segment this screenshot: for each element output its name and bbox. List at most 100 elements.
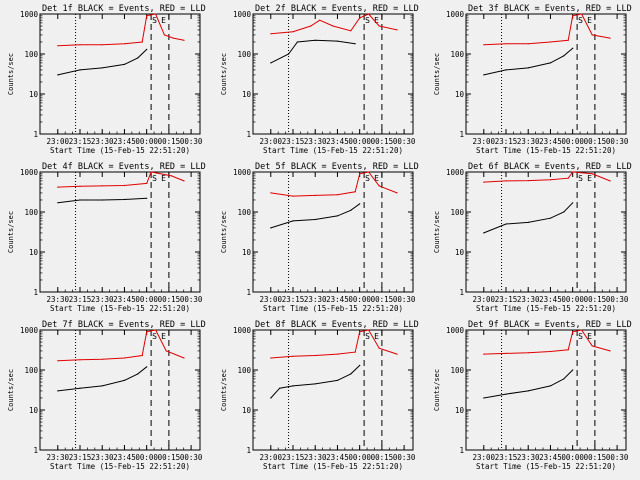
x-tick-label: 00:30 <box>393 137 416 146</box>
x-tick-label: 00:30 <box>606 453 629 462</box>
x-axis-label: Start Time (15-Feb-15 22:51:20) <box>50 146 190 155</box>
y-tick-label: 1000 <box>446 10 465 19</box>
y-tick-label: 1000 <box>20 168 39 177</box>
lld-data-point <box>292 31 294 33</box>
x-tick-label: 23:15 <box>69 295 92 304</box>
x-tick-label: 23:15 <box>495 295 518 304</box>
y-tick-label: 1000 <box>446 168 465 177</box>
plot-title: Det 4f BLACK = Events, RED = LLD <box>42 162 206 172</box>
start-marker-label: S <box>365 16 370 25</box>
y-axis-label: Counts/sec <box>433 53 441 95</box>
lld-data-point <box>483 353 485 355</box>
y-tick-label: 10 <box>242 248 252 257</box>
plot-frame <box>39 13 201 135</box>
y-tick-label: 100 <box>24 366 38 375</box>
x-tick-label: 23:45 <box>113 453 136 462</box>
plot-title: Det 8f BLACK = Events, RED = LLD <box>255 320 419 330</box>
x-tick-label: 00:15 <box>158 137 181 146</box>
events-data-point <box>549 217 552 219</box>
lld-data-point <box>378 347 380 349</box>
lld-data-point <box>567 39 569 41</box>
lld-data-point <box>527 43 529 45</box>
events-data-point <box>359 364 361 366</box>
x-tick-label: 00:15 <box>371 137 394 146</box>
events-data-point <box>146 366 148 368</box>
y-tick-label: 10 <box>242 90 252 99</box>
x-tick-label: 23:45 <box>539 453 562 462</box>
lld-data-point <box>270 357 272 359</box>
x-tick-label: 23:30 <box>304 295 327 304</box>
y-tick-label: 10 <box>242 406 252 415</box>
detector-plot-2: Det 2f BLACK = Events, RED = LLD Counts/s… <box>220 4 419 155</box>
lld-data-point <box>183 180 185 182</box>
start-marker-label: S <box>365 174 370 183</box>
lld-data-point <box>314 354 316 357</box>
x-tick-label: 00:00 <box>348 295 371 304</box>
x-tick-label: 00:30 <box>393 295 416 304</box>
detector-plot-7: Det 7f BLACK = Events, RED = LLD Counts/s… <box>7 320 206 471</box>
lld-series-line <box>57 171 185 188</box>
lld-data-point <box>292 355 294 357</box>
events-data-point <box>483 397 485 399</box>
x-tick-label: 23:30 <box>91 295 114 304</box>
events-data-point <box>79 69 81 71</box>
x-tick-label: 23:00 <box>259 137 282 146</box>
x-tick-label: 00:00 <box>348 453 371 462</box>
events-series-line <box>57 49 148 76</box>
plot-frame <box>465 171 627 293</box>
lld-data-point <box>155 13 157 15</box>
y-tick-label: 100 <box>24 50 38 59</box>
x-tick-label: 23:00 <box>46 137 69 146</box>
x-tick-label: 23:00 <box>259 453 282 462</box>
end-marker-label: E <box>161 16 166 25</box>
lld-data-point <box>591 34 593 36</box>
lld-data-point <box>101 44 103 46</box>
events-data-point <box>350 209 352 211</box>
events-data-point <box>292 220 294 222</box>
lld-data-point <box>79 359 81 361</box>
lld-data-point <box>183 39 185 41</box>
lld-data-point <box>581 329 583 331</box>
lld-data-point <box>336 194 338 196</box>
x-tick-label: 23:45 <box>539 295 562 304</box>
end-marker-label: E <box>374 16 379 25</box>
start-marker-label: S <box>152 332 157 341</box>
events-data-point <box>527 390 529 392</box>
x-tick-label: 23:15 <box>282 137 305 146</box>
events-data-point <box>101 67 103 69</box>
lld-data-point <box>123 43 125 45</box>
y-tick-label: 1000 <box>20 10 39 19</box>
end-marker-label: E <box>374 174 379 183</box>
x-tick-label: 23:45 <box>113 137 136 146</box>
y-tick-label: 10 <box>29 248 39 257</box>
x-tick-label: 23:45 <box>326 137 349 146</box>
x-tick-label: 00:15 <box>584 137 607 146</box>
lld-data-point <box>368 171 370 173</box>
x-tick-label: 00:30 <box>180 295 203 304</box>
events-data-point <box>314 218 316 221</box>
plot-title: Det 9f BLACK = Events, RED = LLD <box>468 320 632 330</box>
events-data-point <box>549 385 552 387</box>
events-series-line <box>270 39 356 64</box>
y-tick-label: 10 <box>455 248 465 257</box>
lld-data-point <box>101 358 103 360</box>
y-tick-label: 10 <box>455 90 465 99</box>
events-data-point <box>279 387 281 389</box>
x-tick-label: 00:00 <box>561 137 584 146</box>
events-data-point <box>483 74 485 76</box>
x-tick-label: 23:30 <box>91 453 114 462</box>
lld-data-point <box>572 15 574 17</box>
lld-data-point <box>549 350 552 353</box>
x-tick-label: 23:30 <box>46 453 69 462</box>
lld-data-point <box>171 175 173 177</box>
plot-title: Det 5f BLACK = Events, RED = LLD <box>255 162 419 172</box>
lld-data-point <box>368 329 370 331</box>
events-series-line <box>270 203 360 229</box>
x-tick-label: 23:30 <box>304 453 327 462</box>
events-data-point <box>336 215 338 217</box>
x-tick-label: 23:45 <box>326 453 349 462</box>
x-tick-label: 23:00 <box>472 295 495 304</box>
y-tick-label: 1 <box>246 288 251 297</box>
y-tick-label: 100 <box>450 208 464 217</box>
lld-data-point <box>123 184 125 187</box>
